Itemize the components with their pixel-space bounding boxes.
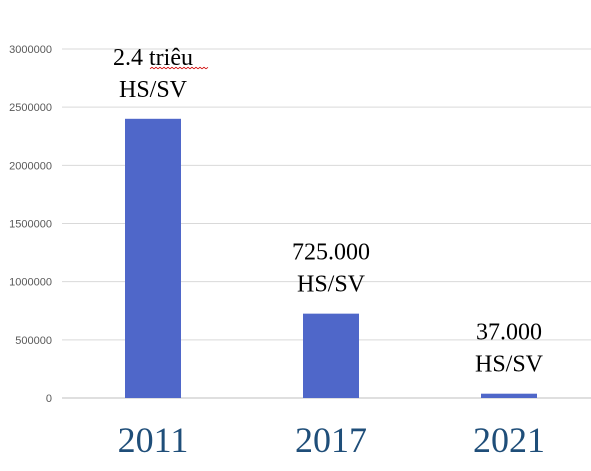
x-tick-label: 2021 bbox=[473, 420, 545, 460]
data-label: HS/SV bbox=[475, 352, 544, 378]
data-label: 2.4 triêu bbox=[113, 45, 193, 71]
bar-2011 bbox=[125, 118, 181, 399]
data-label: HS/SV bbox=[119, 77, 188, 103]
y-tick-label: 500000 bbox=[15, 335, 52, 347]
y-tick-label: 2500000 bbox=[9, 102, 52, 114]
x-axis-ticks: 2011 2017 2021 bbox=[118, 420, 545, 460]
bars bbox=[125, 118, 537, 399]
y-tick-label: 1500000 bbox=[9, 219, 52, 231]
data-label: 37.000 bbox=[476, 320, 542, 346]
bar-2017 bbox=[303, 313, 359, 398]
y-axis-ticks: 0 500000 1000000 1500000 2000000 2500000 30000… bbox=[9, 44, 52, 405]
y-tick-label: 3000000 bbox=[9, 44, 52, 56]
bar-2021 bbox=[481, 393, 537, 398]
data-label: HS/SV bbox=[297, 272, 366, 298]
y-tick-label: 0 bbox=[46, 393, 52, 405]
y-tick-label: 1000000 bbox=[9, 277, 52, 289]
y-tick-label: 2000000 bbox=[9, 160, 52, 172]
x-tick-label: 2017 bbox=[295, 420, 367, 460]
spellcheck-underline bbox=[149, 66, 209, 70]
data-label: 725.000 bbox=[292, 240, 370, 266]
x-tick-label: 2011 bbox=[118, 420, 189, 460]
data-labels: 2.4 triêu HS/SV 725.000 HS/SV 37.000 HS/SV bbox=[113, 45, 544, 378]
